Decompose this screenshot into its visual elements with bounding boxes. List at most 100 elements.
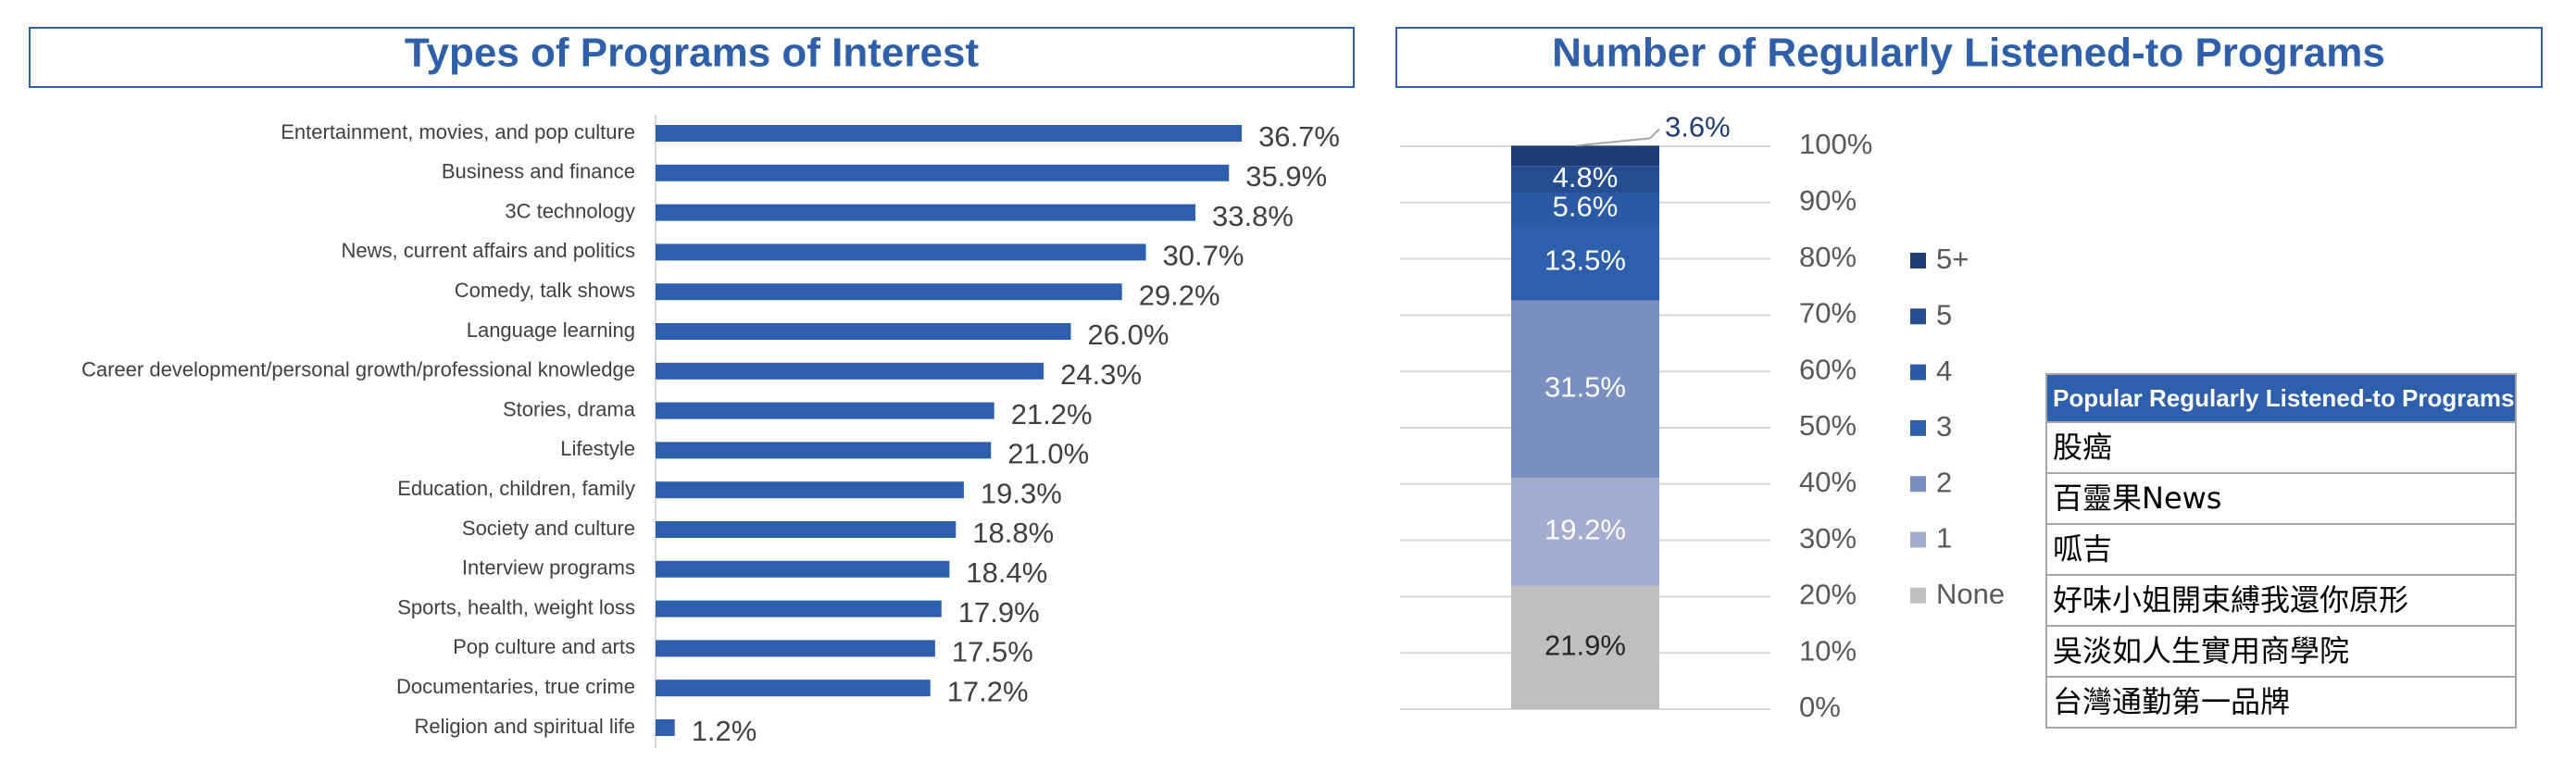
value-label: 21.9%: [1544, 630, 1626, 662]
bar: [656, 243, 1146, 261]
value-label: 30.7%: [1163, 240, 1244, 272]
bar: [656, 640, 935, 657]
bar-segment: [1511, 166, 1659, 193]
category-label: Education, children, family: [397, 477, 635, 500]
bar: [656, 204, 1196, 221]
table-row: 百靈果News: [2047, 472, 2515, 523]
legend-label: 5: [1936, 298, 1952, 331]
legend-swatch: [1910, 253, 1926, 268]
value-label: 5.6%: [1553, 191, 1619, 223]
category-label: Lifestyle: [560, 437, 635, 460]
bar: [656, 481, 964, 499]
value-label: 18.8%: [972, 517, 1054, 549]
table: Popular Regularly Listened-to Programs 股…: [2045, 373, 2517, 729]
table-row: 好味小姐開束縛我還你原形: [2047, 574, 2515, 625]
table-row: 台灣通勤第一品牌: [2047, 676, 2515, 727]
category-label: Religion and spiritual life: [415, 715, 635, 738]
category-label: Business and finance: [442, 160, 635, 183]
category-label: Pop culture and arts: [453, 635, 635, 658]
y-tick-label: 80%: [1799, 241, 1857, 273]
legend-label: 1: [1936, 522, 1952, 555]
bar: [656, 164, 1230, 181]
value-label: 31.5%: [1544, 371, 1626, 404]
bar: [656, 521, 957, 538]
value-label: 21.2%: [1011, 398, 1093, 430]
value-label: 29.2%: [1139, 279, 1220, 311]
table-row: 吳淡如人生實用商學院: [2047, 625, 2515, 676]
value-label: 21.0%: [1007, 438, 1089, 470]
category-label: Language learning: [467, 318, 635, 342]
value-label: 19.2%: [1544, 514, 1626, 546]
y-tick-label: 90%: [1799, 184, 1857, 217]
value-label: 24.3%: [1060, 358, 1142, 391]
legend-label: None: [1936, 578, 2005, 610]
title-box: [29, 27, 1355, 88]
table-row: 股癌: [2047, 421, 2515, 472]
bar: [656, 560, 950, 578]
category-label: Comedy, talk shows: [455, 279, 635, 302]
value-label: 18.4%: [966, 556, 1047, 589]
y-tick-label: 40%: [1799, 466, 1857, 498]
category-label: Career development/personal growth/profe…: [81, 358, 635, 381]
table-header: Popular Regularly Listened-to Programs: [2047, 375, 2515, 421]
chart-title: Number of Regularly Listened-to Programs: [1552, 31, 2385, 76]
legend-swatch: [1910, 308, 1926, 325]
bar: [656, 125, 1243, 142]
bar-segment: [1511, 224, 1659, 301]
category-label: Interview programs: [462, 556, 635, 580]
bar-segment: [1511, 145, 1659, 167]
bar: [656, 719, 675, 736]
bar: [656, 323, 1071, 340]
value-label: 3.6%: [1665, 111, 1731, 143]
y-tick-label: 30%: [1799, 522, 1857, 555]
y-tick-label: 60%: [1799, 353, 1857, 385]
legend-swatch: [1910, 364, 1926, 380]
bar-segment: [1511, 193, 1659, 225]
category-label: News, current affairs and politics: [341, 239, 635, 262]
bar-segment: [1511, 585, 1659, 709]
category-label: Society and culture: [462, 517, 635, 540]
bar: [656, 362, 1044, 380]
category-label: Documentaries, true crime: [396, 675, 635, 698]
value-label: 26.0%: [1088, 318, 1169, 351]
chart-title: Types of Programs of Interest: [405, 31, 980, 76]
value-label: 1.2%: [692, 715, 757, 747]
legend-label: 2: [1936, 466, 1952, 498]
bar: [656, 402, 994, 419]
table-row: 呱吉: [2047, 523, 2515, 574]
value-label: 33.8%: [1212, 200, 1294, 232]
legend-label: 5+: [1936, 243, 1969, 275]
title-box: [1395, 27, 2543, 88]
legend-label: 3: [1936, 410, 1952, 443]
y-tick-label: 70%: [1799, 297, 1857, 330]
value-label: 17.2%: [947, 675, 1029, 707]
y-tick-label: 0%: [1799, 691, 1841, 723]
value-label: 4.8%: [1553, 161, 1619, 193]
y-tick-label: 50%: [1799, 409, 1857, 442]
value-label: 36.7%: [1258, 120, 1340, 153]
leader-line: [1575, 128, 1660, 147]
bar-segment: [1511, 300, 1659, 479]
y-tick-label: 20%: [1799, 579, 1857, 611]
value-label: 17.9%: [958, 596, 1040, 629]
value-label: 19.3%: [981, 477, 1062, 509]
y-tick-label: 100%: [1799, 128, 1872, 160]
bar: [656, 442, 992, 459]
bar: [656, 283, 1122, 301]
legend-swatch: [1910, 476, 1926, 493]
legend-swatch: [1910, 419, 1926, 436]
value-label: 17.5%: [952, 636, 1033, 668]
legend-label: 4: [1936, 355, 1952, 387]
category-label: Entertainment, movies, and pop culture: [281, 120, 635, 143]
legend-swatch: [1910, 587, 1926, 604]
value-label: 35.9%: [1245, 160, 1327, 193]
y-tick-label: 10%: [1799, 634, 1857, 667]
bar: [656, 680, 931, 697]
category-label: 3C technology: [505, 199, 635, 222]
legend-swatch: [1910, 531, 1926, 548]
category-label: Stories, drama: [503, 397, 636, 420]
bar-segment: [1511, 478, 1659, 586]
category-label: Sports, health, weight loss: [397, 595, 635, 618]
